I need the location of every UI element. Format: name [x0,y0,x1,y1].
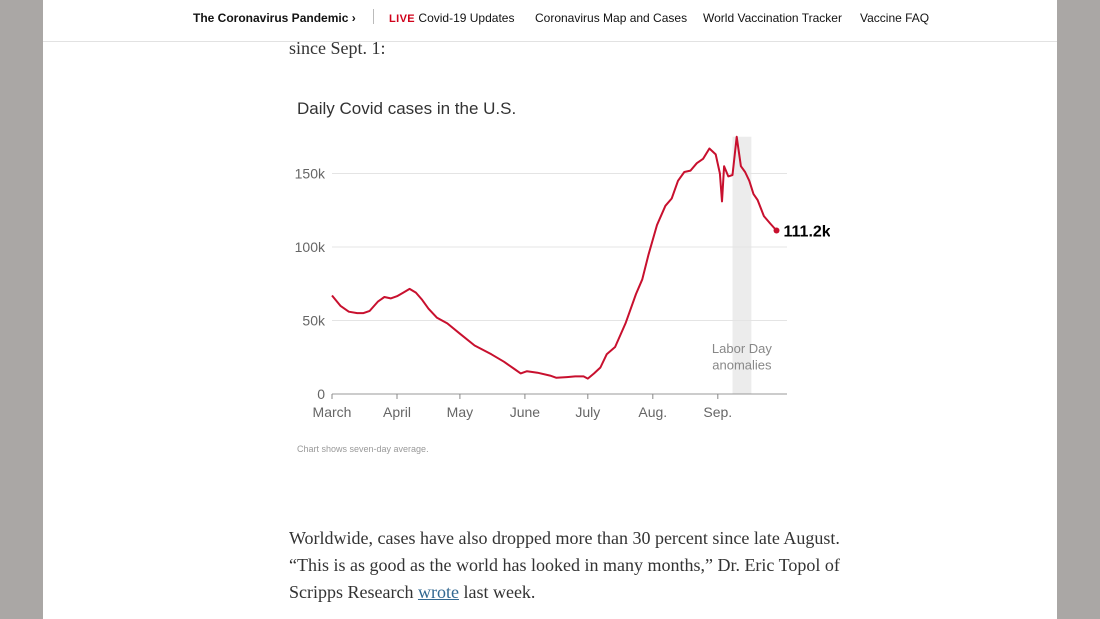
chart-footnote: Chart shows seven-day average. [297,444,429,454]
x-tick-label: June [510,404,541,420]
nav-link-vaccine-faq[interactable]: Vaccine FAQ [860,11,930,25]
end-point-marker [773,227,780,234]
y-tick-label: 150k [295,166,326,182]
paragraph-text: Worldwide, cases have also dropped more … [289,528,840,602]
annotation-line-2: anomalies [712,358,772,373]
x-tick-label: May [447,404,473,420]
paragraph-text-end: last week. [458,582,536,602]
y-tick-label: 100k [295,239,326,255]
nav-divider [373,9,374,24]
nav-home-link[interactable]: The Coronavirus Pandemic › [193,11,356,25]
y-gridlines: 0 50k 100k 150k [295,166,787,402]
top-navigation-bar: The Coronavirus Pandemic › LIVE Covid-19… [43,0,1057,42]
nav-link-vaccination-tracker[interactable]: World Vaccination Tracker [703,11,842,25]
chevron-right-icon: › [351,11,356,25]
cases-line [331,135,778,380]
article-page: The Coronavirus Pandemic › LIVE Covid-19… [43,0,1057,619]
annotation-line-1: Labor Day [712,341,772,356]
chart-title: Daily Covid cases in the U.S. [297,99,516,118]
nav-link-map-and-cases[interactable]: Coronavirus Map and Cases [535,11,688,25]
x-tick-label: March [313,404,352,420]
nav-home-label: The Coronavirus Pandemic [193,11,349,25]
labor-day-band [732,136,752,394]
x-tick-label: April [383,404,411,420]
chart-svg: Daily Covid cases in the U.S. 0 50k 100k 15… [295,99,831,454]
x-tick-label: Aug. [638,404,667,420]
y-tick-label: 0 [317,386,325,402]
covid-cases-chart: Daily Covid cases in the U.S. 0 50k 100k 15… [290,88,831,468]
wrote-link[interactable]: wrote [417,582,459,602]
body-paragraph: Worldwide, cases have also dropped more … [289,525,849,606]
x-tick-label: July [575,404,600,420]
y-tick-label: 50k [302,313,326,329]
end-value-label: 111.2k [784,224,830,241]
live-badge: LIVE [389,13,416,25]
nav-link-covid-updates[interactable]: LIVE Covid-19 Updates [389,11,514,25]
x-tick-label: Sep. [703,404,732,420]
lead-text: since Sept. 1: [289,38,386,58]
nav-link-label: Covid-19 Updates [418,11,515,25]
x-axis: March April May June July Aug. Sep. [313,393,787,420]
